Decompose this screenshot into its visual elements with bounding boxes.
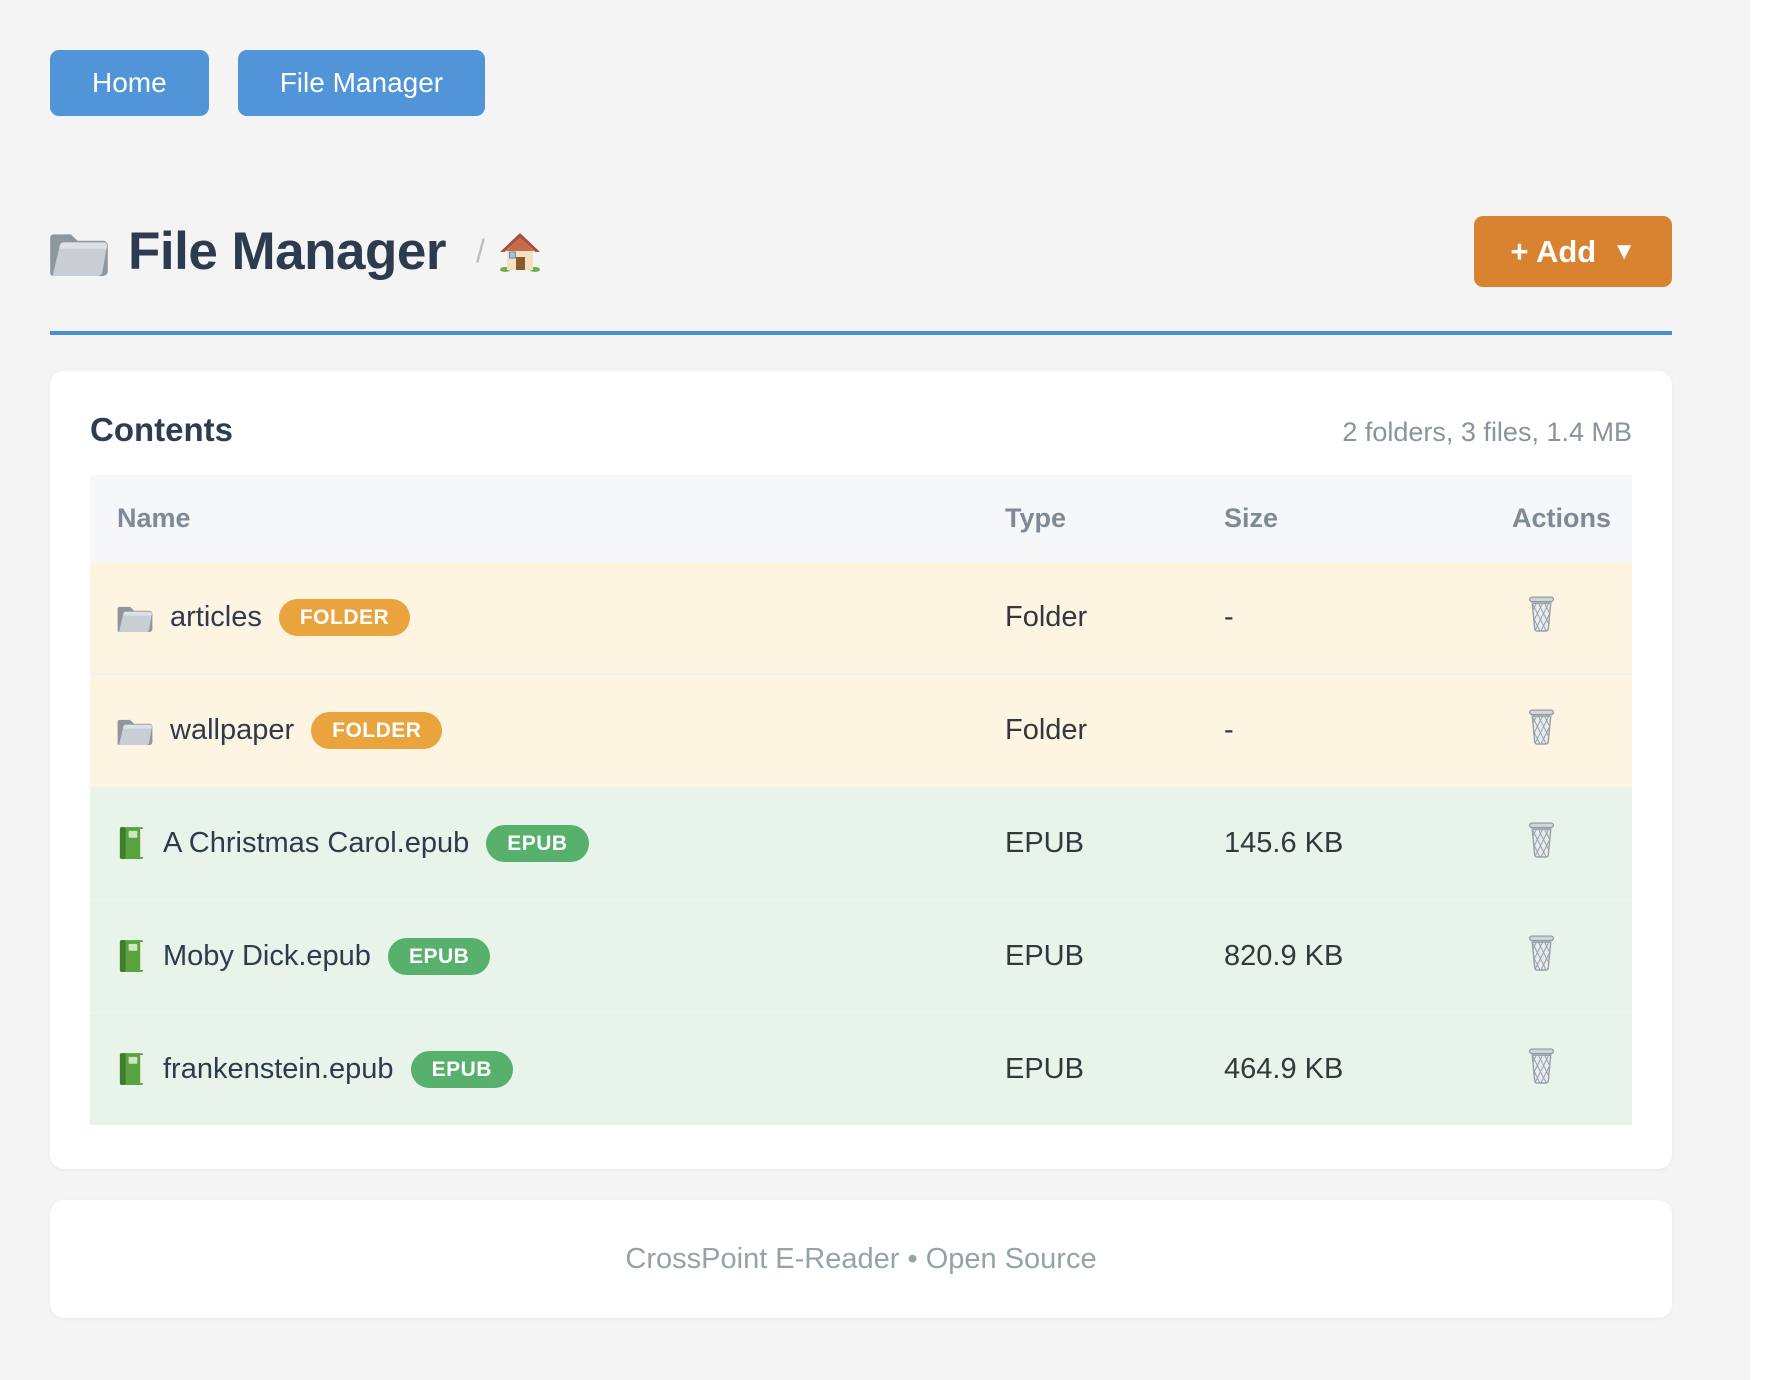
footer: CrossPoint E-Reader • Open Source [50, 1200, 1672, 1318]
column-header-size: Size [1197, 475, 1485, 562]
file-type-badge: FOLDER [278, 599, 411, 636]
folder-icon [50, 233, 108, 276]
file-name-link[interactable]: A Christmas Carol.epub [163, 827, 470, 859]
table-row: wallpaper FOLDER Folder - [90, 674, 1632, 787]
contents-summary: 2 folders, 3 files, 1.4 MB [1342, 417, 1632, 447]
trash-icon [1529, 1048, 1554, 1084]
column-header-type: Type [978, 475, 1197, 562]
file-table-body: articles FOLDER Folder - [90, 562, 1632, 1125]
file-table-header: Name Type Size Actions [90, 475, 1632, 562]
file-size-cell: 145.6 KB [1224, 827, 1344, 859]
table-row: articles FOLDER Folder - [90, 562, 1632, 674]
book-icon [119, 827, 144, 859]
file-type-cell: EPUB [1005, 827, 1084, 859]
file-type-cell: Folder [1005, 601, 1088, 633]
caret-down-icon: ▼ [1612, 237, 1636, 265]
file-size-cell: 464.9 KB [1224, 1053, 1344, 1085]
file-table: Name Type Size Actions [90, 475, 1632, 1125]
file-name-link[interactable]: Moby Dick.epub [163, 940, 371, 972]
folder-icon [117, 606, 153, 632]
folder-icon [117, 719, 153, 745]
file-type-badge: EPUB [410, 1051, 513, 1088]
column-header-actions: Actions [1485, 475, 1632, 562]
book-icon [119, 940, 144, 972]
delete-button[interactable] [1526, 595, 1557, 632]
footer-text: CrossPoint E-Reader • Open Source [625, 1242, 1097, 1275]
table-row: Moby Dick.epub EPUB EPUB 820.9 KB [90, 900, 1632, 1013]
book-icon [119, 1053, 144, 1085]
file-type-badge: EPUB [486, 825, 589, 862]
file-type-cell: EPUB [1005, 940, 1084, 972]
home-icon [499, 232, 540, 272]
breadcrumb-home-link[interactable] [499, 232, 541, 272]
file-type-cell: EPUB [1005, 1053, 1084, 1085]
file-name-link[interactable]: wallpaper [170, 714, 295, 746]
file-name-link[interactable]: articles [170, 601, 262, 633]
trash-icon [1529, 709, 1554, 745]
top-navigation: Home File Manager [0, 0, 1768, 116]
nav-home-button[interactable]: Home [50, 50, 209, 116]
contents-title: Contents [90, 411, 233, 448]
file-type-badge: EPUB [387, 938, 491, 975]
column-header-name: Name [90, 475, 978, 562]
delete-button[interactable] [1526, 708, 1557, 745]
trash-icon [1529, 596, 1554, 632]
file-name-link[interactable]: frankenstein.epub [163, 1053, 394, 1085]
file-type-badge: FOLDER [311, 712, 443, 749]
delete-button[interactable] [1526, 1047, 1557, 1084]
trash-icon [1529, 822, 1554, 858]
delete-button[interactable] [1526, 821, 1557, 858]
breadcrumb-separator: / [475, 233, 485, 269]
add-button-label: + Add [1510, 234, 1597, 269]
header-divider [50, 331, 1672, 335]
contents-card-header: Contents 2 folders, 3 files, 1.4 MB [90, 411, 1632, 449]
table-row: A Christmas Carol.epub EPUB EPUB 145.6 K… [90, 787, 1632, 900]
table-row: frankenstein.epub EPUB EPUB 464.9 KB [90, 1013, 1632, 1125]
page-title: File Manager [128, 222, 446, 281]
file-type-cell: Folder [1005, 714, 1088, 746]
delete-button[interactable] [1526, 934, 1557, 971]
contents-card: Contents 2 folders, 3 files, 1.4 MB Name… [50, 371, 1672, 1169]
nav-file-manager-button[interactable]: File Manager [237, 50, 486, 116]
file-size-cell: 820.9 KB [1224, 940, 1344, 972]
add-dropdown-button[interactable]: + Add ▼ [1474, 216, 1672, 287]
file-size-cell: - [1224, 601, 1234, 633]
scrollbar-track[interactable] [1750, 0, 1768, 1380]
file-size-cell: - [1224, 714, 1234, 746]
page-header: File Manager / + Add ▼ [50, 216, 1672, 287]
trash-icon [1529, 935, 1554, 971]
